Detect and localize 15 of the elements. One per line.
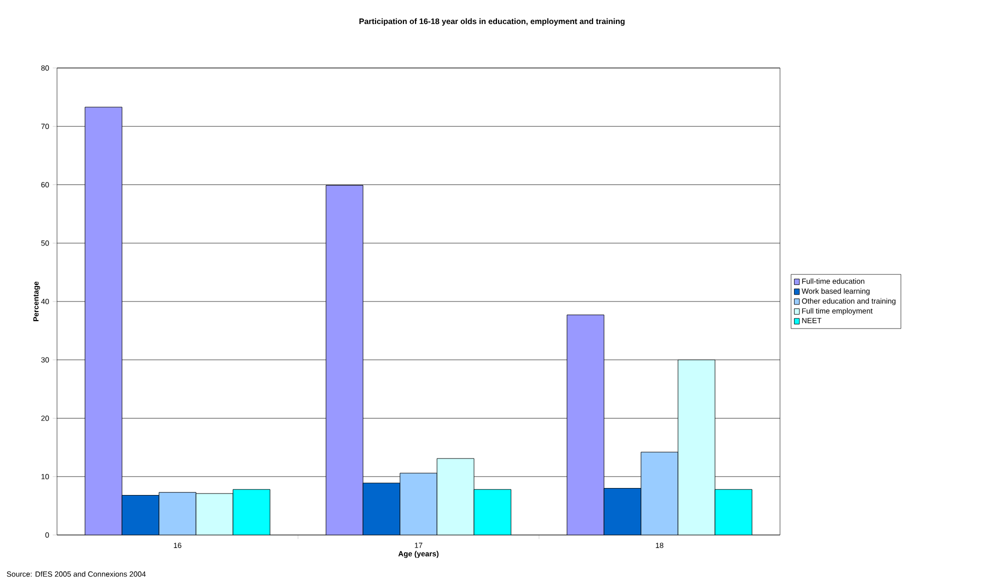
bar <box>714 489 752 535</box>
bar <box>362 482 400 535</box>
bar <box>122 495 160 535</box>
bar <box>84 106 122 535</box>
bar <box>196 493 234 535</box>
bar <box>436 458 474 535</box>
bar <box>232 489 270 535</box>
bar <box>678 360 716 535</box>
bar <box>566 314 604 535</box>
bar <box>474 489 512 535</box>
bar <box>400 472 438 535</box>
bar <box>326 185 364 535</box>
bar <box>604 488 642 535</box>
bar <box>158 492 196 535</box>
bar <box>640 452 678 535</box>
